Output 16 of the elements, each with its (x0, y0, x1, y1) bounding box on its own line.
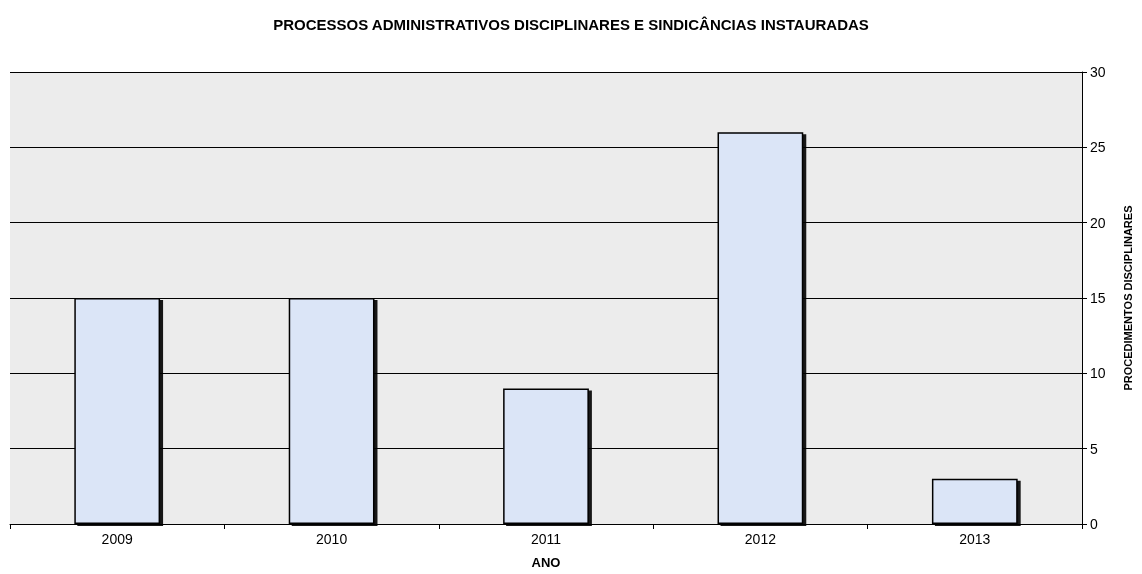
y-tick-label: 25 (1090, 139, 1106, 156)
y-tick-label: 5 (1090, 440, 1098, 457)
bar (931, 478, 1018, 524)
x-tick-label: 2013 (959, 531, 991, 547)
y-tick-label: 15 (1090, 290, 1106, 306)
x-tick-label: 2009 (101, 531, 133, 547)
y-tick-label: 20 (1090, 214, 1106, 231)
y-tick-label: 10 (1090, 365, 1106, 382)
x-tick-label: 2011 (530, 531, 562, 547)
x-tick-label: 2010 (316, 531, 348, 547)
y-tick-label: 0 (1090, 516, 1098, 532)
chart-title: PROCESSOS ADMINISTRATIVOS DISCIPLINARES E SINDICÂNCIAS INSTAURADAS (273, 16, 869, 33)
x-tick-label: 2012 (744, 531, 777, 547)
x-axis-title: ANO (531, 555, 561, 570)
y-tick-label: 30 (1090, 64, 1106, 80)
y-axis-title: PROCEDIMENTOS DISCIPLINARES (1121, 205, 1134, 391)
